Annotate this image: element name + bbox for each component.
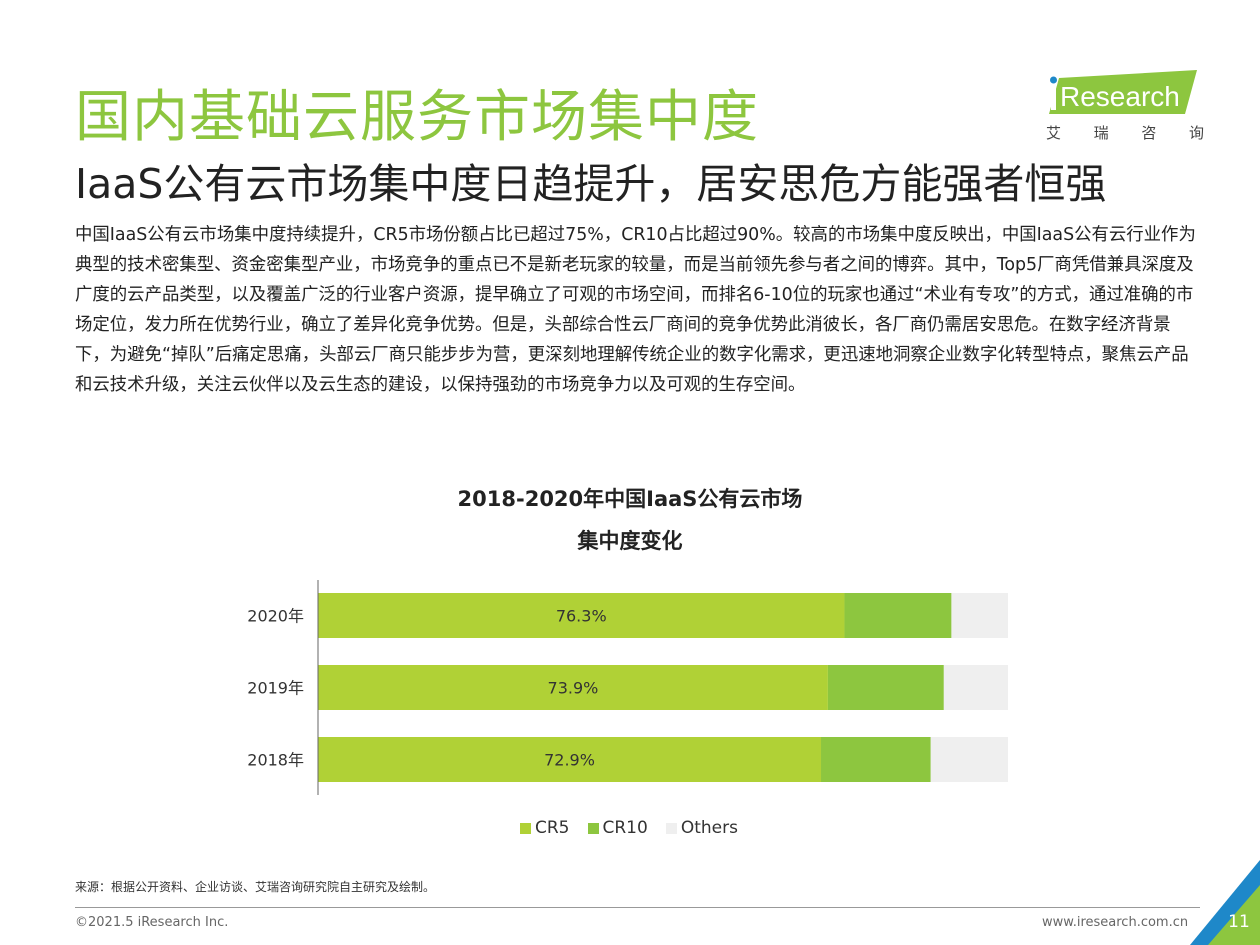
data-label: 73.9% [548,679,599,698]
logo-word: Research [1060,81,1180,112]
legend-swatch [520,822,531,834]
source-note: 来源：根据公开资料、企业访谈、艾瑞咨询研究院自主研究及绘制。 [75,880,436,894]
data-label: 72.9% [544,751,595,770]
copyright: ©2021.5 iResearch Inc. [75,915,229,930]
legend-label: CR10 [602,818,648,838]
chart-title-line: 集中度变化 [577,529,683,553]
bar-others-2 [930,737,1008,782]
data-label: 76.3% [556,607,607,626]
iresearch-logo: Research 艾 瑞 咨 询 [1040,66,1210,146]
logo-char: 瑞 [1093,124,1109,142]
legend-item-cr5: CR5 [520,818,570,838]
page-number: 11 [1228,912,1250,932]
bar-cr10-2 [821,737,931,782]
legend-item-cr10: CR10 [587,818,648,838]
legend-swatch [587,822,599,834]
logo-char: 艾 [1046,124,1062,142]
logo-chinese-name: 艾 瑞 咨 询 [1046,122,1204,143]
footer-divider [75,907,1200,908]
category-label: 2019年 [247,679,304,698]
chart-legend: CR5 CR10 Others [520,818,750,838]
legend-label: Others [680,818,738,838]
chart-title-line: 2018-2020年中国IaaS公有云市场 [457,487,803,511]
logo-char: 咨 [1141,124,1157,142]
bar-cr10-0 [844,593,952,638]
body-paragraph: 中国IaaS公有云市场集中度持续提升，CR5市场份额占比已超过75%，CR10占… [75,225,1196,395]
legend-label: CR5 [535,818,570,838]
legend-item-others: Others [665,818,738,838]
category-label: 2018年 [247,751,304,770]
chart-title: 2018-2020年中国IaaS公有云市场 集中度变化 [380,478,880,562]
logo-char: 询 [1188,124,1204,142]
bar-others-0 [951,593,1008,638]
bar-others-1 [943,665,1008,710]
category-label: 2020年 [247,607,304,626]
corner-decoration [1190,860,1260,945]
bar-cr5-0 [318,593,845,638]
iresearch-logo-mark: Research [1049,70,1197,114]
page-title: 国内基础云服务市场集中度 [75,85,759,150]
bar-cr10-1 [827,665,944,710]
legend-swatch [665,822,677,834]
page-subtitle: IaaS公有云市场集中度日趋提升，居安思危方能强者恒强 [75,160,1107,208]
bar-cr5-2 [318,737,822,782]
bar-cr5-1 [318,665,828,710]
website-link[interactable]: www.iresearch.com.cn [1042,915,1189,930]
